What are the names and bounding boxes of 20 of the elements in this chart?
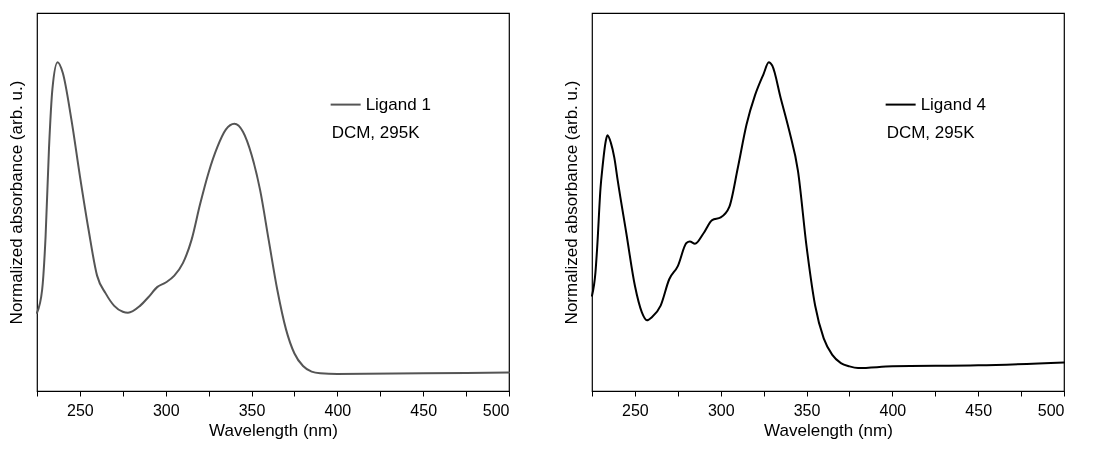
x-tick-label: 300	[152, 401, 180, 419]
x-tick-label: 250	[622, 401, 649, 419]
x-tick-label: 400	[324, 401, 352, 419]
y-axis-title: Normalized absorbance (arb. u.)	[6, 80, 26, 325]
x-tick-label: 450	[410, 401, 438, 419]
x-tick-label: 400	[879, 401, 907, 419]
x-tick-label: 300	[707, 401, 735, 419]
x-tick-label: 350	[793, 401, 821, 419]
x-axis-title: Wavelength (nm)	[764, 420, 893, 440]
x-tick-label: 250	[67, 401, 94, 419]
legend-label: Ligand 1	[365, 94, 431, 114]
x-tick-label: 500	[482, 401, 510, 419]
legend-label: Ligand 4	[920, 94, 986, 114]
y-axis-title: Normalized absorbance (arb. u.)	[561, 80, 581, 325]
x-axis-title: Wavelength (nm)	[209, 420, 338, 440]
x-tick-label: 350	[238, 401, 266, 419]
annotation: DCM, 295K	[886, 122, 976, 142]
annotation: DCM, 295K	[331, 122, 421, 142]
x-tick-label: 450	[965, 401, 993, 419]
x-tick-label: 500	[1037, 401, 1065, 419]
